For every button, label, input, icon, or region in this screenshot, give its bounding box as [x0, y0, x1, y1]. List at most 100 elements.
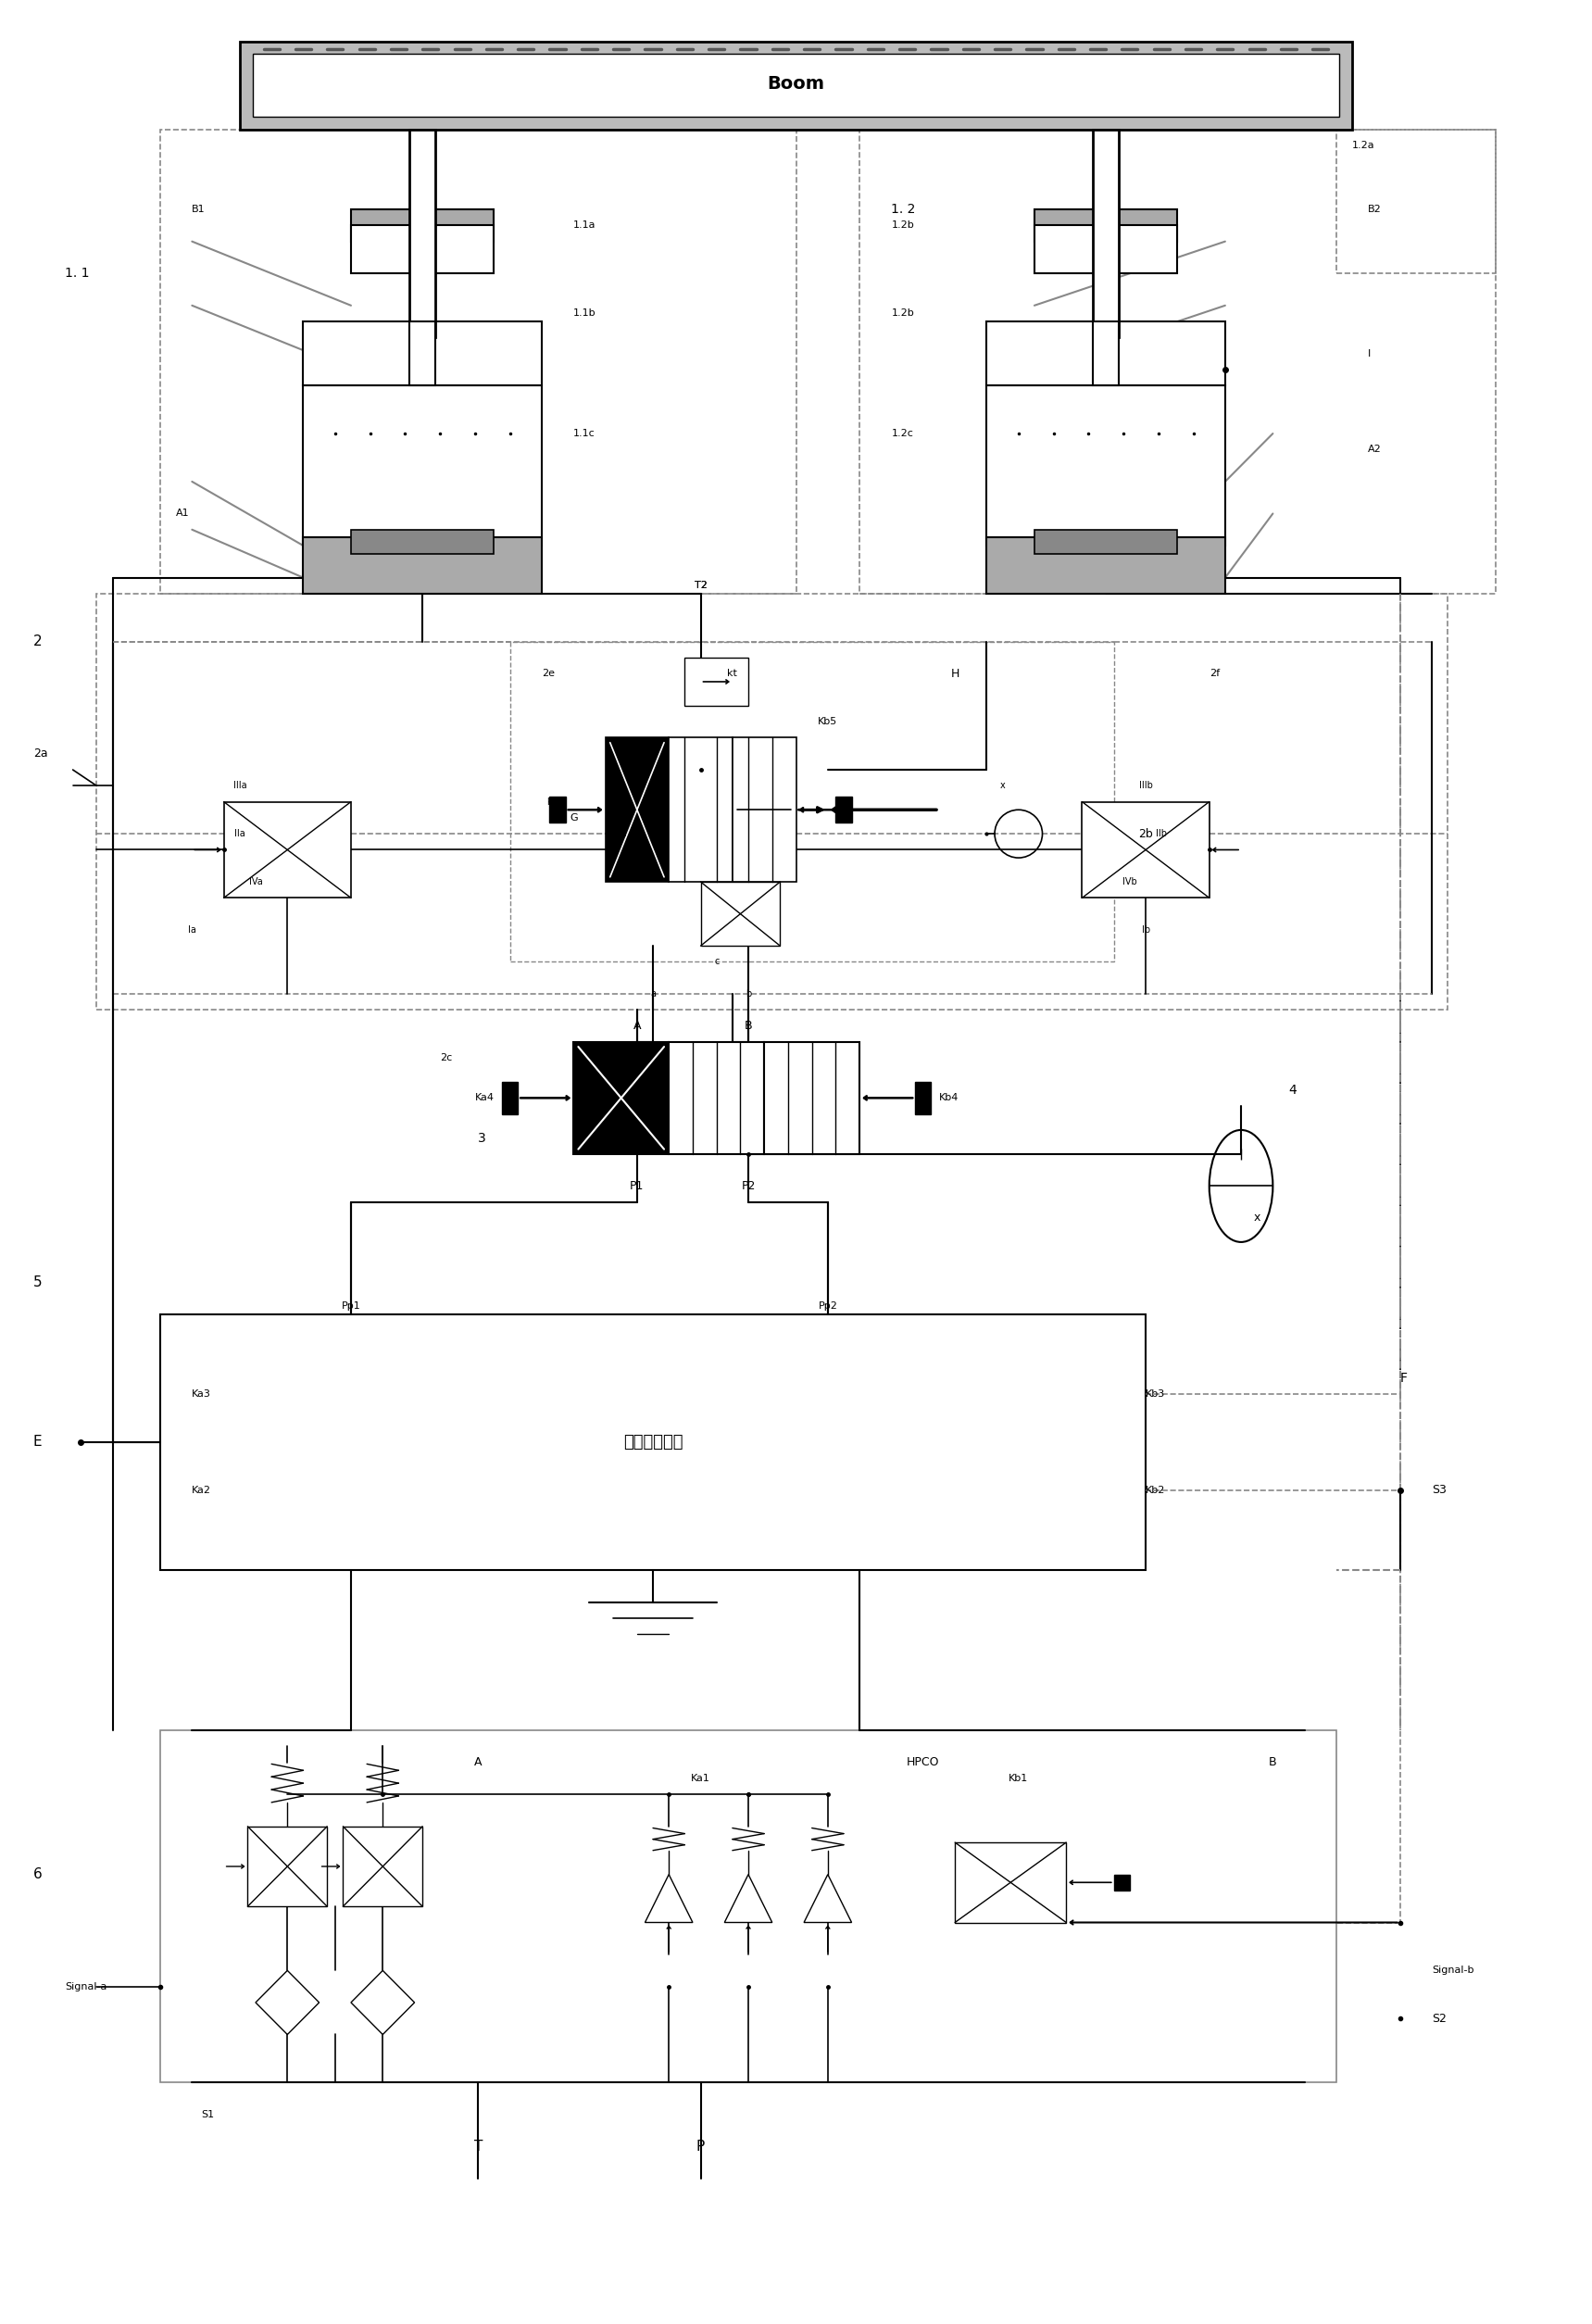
Text: 2e: 2e: [541, 669, 554, 679]
Text: 1. 1: 1. 1: [65, 267, 89, 279]
Bar: [350, 530, 494, 553]
Text: B: B: [1269, 1757, 1277, 1769]
Text: A: A: [474, 1757, 482, 1769]
Bar: [161, 1731, 1336, 2082]
Text: B2: B2: [1368, 205, 1382, 214]
Bar: [669, 737, 732, 881]
Text: I: I: [1368, 349, 1371, 358]
Text: IIIb: IIIb: [1138, 781, 1153, 790]
Text: A1: A1: [177, 509, 189, 518]
Bar: [97, 593, 1447, 1011]
Bar: [342, 1827, 422, 1906]
Bar: [409, 130, 435, 337]
Text: Kb1: Kb1: [1009, 1773, 1028, 1783]
Text: HPCO: HPCO: [907, 1757, 939, 1769]
Text: 1.2b: 1.2b: [892, 309, 914, 318]
Text: S3: S3: [1431, 1485, 1447, 1497]
Bar: [987, 386, 1226, 546]
Bar: [304, 386, 541, 546]
Text: 1.2a: 1.2a: [1352, 142, 1375, 151]
Text: Kb5: Kb5: [818, 718, 837, 727]
Text: a: a: [650, 990, 656, 999]
Bar: [987, 321, 1226, 386]
Bar: [304, 537, 541, 593]
Text: 5: 5: [33, 1276, 41, 1290]
Text: b: b: [745, 990, 751, 999]
Text: 2d: 2d: [630, 1053, 643, 1062]
Text: B1: B1: [193, 205, 205, 214]
Bar: [350, 209, 494, 242]
Bar: [253, 53, 1339, 116]
Bar: [732, 737, 796, 881]
Text: Pp2: Pp2: [818, 1301, 837, 1311]
Bar: [1035, 530, 1178, 553]
Text: Signal-a: Signal-a: [65, 1982, 107, 1992]
Text: Boom: Boom: [767, 74, 825, 93]
Text: E: E: [33, 1436, 41, 1450]
Text: 2: 2: [33, 634, 41, 648]
Text: Kb2: Kb2: [1146, 1485, 1165, 1494]
Text: Ia: Ia: [188, 925, 196, 934]
Bar: [350, 225, 494, 274]
Bar: [224, 802, 350, 897]
Text: P1: P1: [630, 1181, 645, 1192]
Text: IIb: IIb: [1156, 830, 1167, 839]
Text: 1.1c: 1.1c: [573, 430, 595, 439]
Text: k2: k2: [616, 830, 627, 839]
Bar: [161, 1313, 1146, 1571]
Bar: [1083, 802, 1210, 897]
Bar: [1336, 130, 1495, 274]
Text: Ka3: Ka3: [193, 1390, 212, 1399]
Text: A2: A2: [1368, 444, 1382, 453]
Text: IIa: IIa: [234, 830, 245, 839]
Bar: [685, 658, 748, 706]
Text: 4: 4: [1288, 1083, 1297, 1097]
Text: 2c: 2c: [441, 1053, 452, 1062]
Text: IVb: IVb: [1122, 876, 1137, 885]
Text: k1: k1: [546, 797, 557, 806]
Text: kt: kt: [728, 669, 737, 679]
Text: 2f: 2f: [1210, 669, 1219, 679]
Text: Kb4: Kb4: [939, 1092, 958, 1102]
Text: 邂輯控制部件: 邂輯控制部件: [622, 1434, 683, 1450]
Text: F: F: [1399, 1371, 1407, 1385]
Text: Pp1: Pp1: [341, 1301, 360, 1311]
Text: 6: 6: [33, 1868, 41, 1882]
Bar: [669, 1041, 764, 1155]
Bar: [836, 797, 852, 823]
Bar: [549, 797, 565, 823]
Text: P2: P2: [742, 1181, 756, 1192]
Bar: [1114, 1875, 1130, 1889]
Text: T: T: [474, 2140, 482, 2154]
Text: S1: S1: [201, 2110, 215, 2119]
Bar: [1094, 321, 1119, 386]
Bar: [409, 321, 435, 386]
Text: G: G: [570, 813, 578, 823]
Bar: [509, 641, 1114, 962]
Text: Signal-b: Signal-b: [1431, 1966, 1474, 1975]
Bar: [304, 321, 541, 386]
Bar: [501, 1083, 517, 1113]
Text: T2: T2: [694, 581, 707, 590]
Text: Ka4: Ka4: [474, 1092, 494, 1102]
Text: A: A: [634, 1020, 642, 1032]
Text: 1.1b: 1.1b: [573, 309, 597, 318]
Bar: [700, 881, 780, 946]
Text: Kb3: Kb3: [1146, 1390, 1165, 1399]
Bar: [860, 130, 1495, 593]
Bar: [1094, 130, 1119, 337]
Text: Ka1: Ka1: [691, 1773, 710, 1783]
Bar: [915, 1083, 931, 1113]
Bar: [161, 130, 796, 593]
Text: x: x: [1253, 1213, 1261, 1225]
Text: B: B: [745, 1020, 753, 1032]
Bar: [955, 1843, 1067, 1922]
Text: 2a: 2a: [33, 748, 48, 760]
Text: 1.2c: 1.2c: [892, 430, 914, 439]
Text: IVa: IVa: [248, 876, 263, 885]
Bar: [1035, 225, 1178, 274]
Text: Ib: Ib: [1141, 925, 1149, 934]
Text: 3: 3: [478, 1132, 486, 1143]
Text: Ka2: Ka2: [193, 1485, 212, 1494]
Bar: [240, 42, 1352, 130]
